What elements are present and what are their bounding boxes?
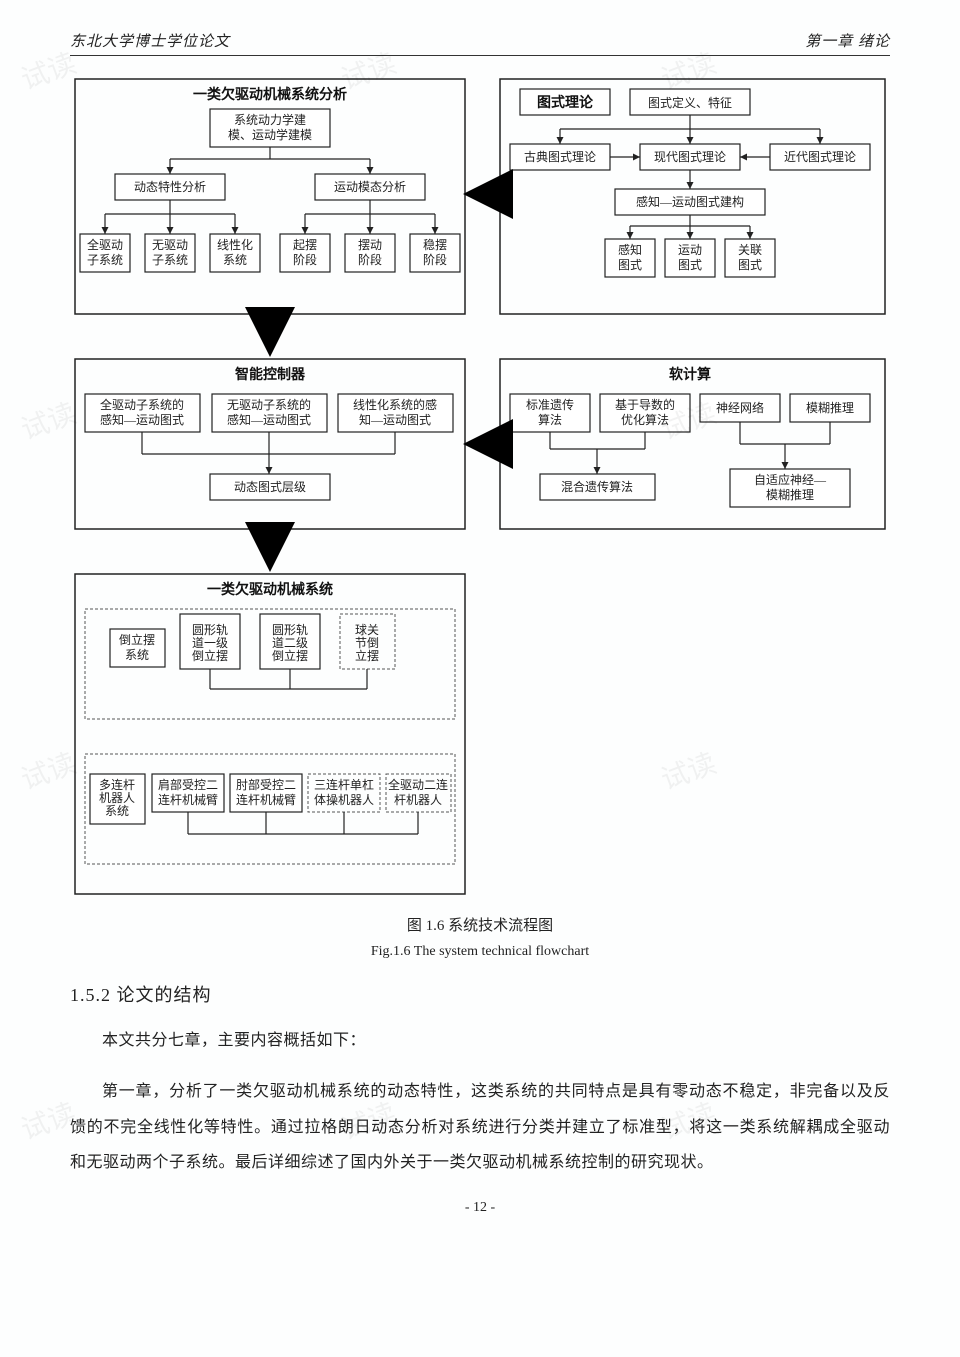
svg-text:子系统: 子系统 — [87, 253, 123, 267]
header-left: 东北大学博士学位论文 — [70, 30, 230, 51]
svg-text:自适应神经—: 自适应神经— — [754, 472, 827, 487]
g1-leaves: 全驱动 子系统 无驱动 子系统 线性化 系统 起摆 阶段 摆动 阶段 稳摆 阶段 — [80, 234, 460, 272]
svg-text:子系统: 子系统 — [152, 253, 188, 267]
caption-en: Fig.1.6 The system technical flowchart — [70, 940, 890, 964]
caption-zh: 图 1.6 系统技术流程图 — [70, 914, 890, 940]
svg-text:算法: 算法 — [538, 412, 562, 427]
svg-text:系统动力学建: 系统动力学建 — [234, 112, 306, 127]
svg-text:肘部受控二: 肘部受控二 — [236, 777, 296, 792]
svg-text:基于导数的: 基于导数的 — [615, 397, 675, 412]
svg-text:阶段: 阶段 — [423, 252, 447, 267]
svg-text:现代图式理论: 现代图式理论 — [654, 150, 726, 164]
svg-text:倒立摆: 倒立摆 — [119, 632, 155, 647]
svg-text:一类欠驱动机械系统: 一类欠驱动机械系统 — [207, 581, 333, 598]
svg-text:杆机器人: 杆机器人 — [394, 793, 442, 807]
svg-text:全驱动: 全驱动 — [87, 237, 123, 252]
svg-text:体操机器人: 体操机器人 — [314, 792, 374, 807]
svg-text:智能控制器: 智能控制器 — [234, 366, 306, 383]
svg-text:动态图式层级: 动态图式层级 — [234, 480, 306, 494]
svg-text:道二级: 道二级 — [272, 636, 308, 650]
svg-text:节倒: 节倒 — [355, 636, 379, 650]
svg-text:知—运动图式: 知—运动图式 — [359, 413, 431, 427]
svg-text:全驱动子系统的: 全驱动子系统的 — [100, 397, 184, 412]
svg-text:三连杆单杠: 三连杆单杠 — [314, 777, 374, 792]
g1-title: 一类欠驱动机械系统分析 — [193, 86, 347, 103]
svg-text:图式: 图式 — [618, 258, 642, 272]
svg-text:倒立摆: 倒立摆 — [272, 648, 308, 663]
svg-text:软计算: 软计算 — [669, 366, 711, 383]
svg-text:全驱动二连: 全驱动二连 — [388, 777, 448, 792]
svg-text:倒立摆: 倒立摆 — [192, 648, 228, 663]
svg-text:图式: 图式 — [678, 258, 702, 272]
svg-text:肩部受控二: 肩部受控二 — [158, 777, 218, 792]
svg-text:图式: 图式 — [738, 258, 762, 272]
svg-text:稳摆: 稳摆 — [423, 237, 447, 252]
svg-text:模、运动学建模: 模、运动学建模 — [228, 127, 312, 142]
header-right: 第一章 绪论 — [805, 30, 890, 51]
svg-text:感知—运动图式: 感知—运动图式 — [227, 412, 311, 427]
svg-text:阶段: 阶段 — [358, 252, 382, 267]
svg-text:关联: 关联 — [738, 243, 762, 257]
svg-text:系统: 系统 — [125, 648, 149, 662]
svg-text:无驱动: 无驱动 — [152, 238, 188, 252]
svg-text:古典图式理论: 古典图式理论 — [524, 149, 596, 164]
figure-caption: 图 1.6 系统技术流程图 Fig.1.6 The system technic… — [70, 914, 890, 963]
svg-text:系统: 系统 — [105, 804, 129, 818]
svg-text:系统: 系统 — [223, 253, 247, 267]
page: 试读 试读 试读 试读 试读 试读 试读 试读 试读 试读 东北大学博士学位论文… — [0, 0, 960, 1256]
svg-text:机器人: 机器人 — [99, 791, 135, 805]
svg-text:连杆机械臂: 连杆机械臂 — [158, 792, 218, 807]
svg-text:感知: 感知 — [618, 242, 642, 257]
svg-text:动态特性分析: 动态特性分析 — [134, 179, 206, 194]
page-header: 东北大学博士学位论文 第一章 绪论 — [70, 30, 890, 56]
svg-text:图式定义、特征: 图式定义、特征 — [648, 95, 732, 110]
svg-text:无驱动子系统的: 无驱动子系统的 — [227, 397, 311, 412]
svg-text:模糊推理: 模糊推理 — [806, 400, 854, 415]
paragraph: 第一章，分析了一类欠驱动机械系统的动态特性，这类系统的共同特点是具有零动态不稳定… — [70, 1074, 890, 1180]
svg-text:立摆: 立摆 — [355, 648, 379, 663]
svg-text:运动模态分析: 运动模态分析 — [334, 180, 406, 194]
svg-text:混合遗传算法: 混合遗传算法 — [561, 479, 633, 494]
svg-text:起摆: 起摆 — [293, 238, 317, 252]
section-heading: 1.5.2 论文的结构 — [70, 981, 890, 1007]
page-number: - 12 - — [70, 1200, 890, 1216]
svg-text:神经网络: 神经网络 — [716, 400, 764, 415]
svg-text:图式理论: 图式理论 — [537, 94, 594, 111]
svg-text:线性化: 线性化 — [217, 238, 253, 252]
svg-text:感知—运动图式建构: 感知—运动图式建构 — [636, 194, 744, 209]
svg-text:模糊推理: 模糊推理 — [766, 487, 814, 502]
paragraph: 本文共分七章，主要内容概括如下： — [70, 1023, 890, 1058]
svg-text:近代图式理论: 近代图式理论 — [784, 150, 856, 164]
svg-text:感知—运动图式: 感知—运动图式 — [100, 412, 184, 427]
svg-text:多连杆: 多连杆 — [99, 777, 135, 792]
system-flowchart: 一类欠驱动机械系统分析 系统动力学建 模、运动学建模 动态特性分析 运动模态分析 — [70, 74, 890, 904]
svg-text:摆动: 摆动 — [358, 238, 382, 252]
svg-text:球关: 球关 — [355, 623, 379, 637]
svg-text:阶段: 阶段 — [293, 252, 317, 267]
svg-text:连杆机械臂: 连杆机械臂 — [236, 792, 296, 807]
svg-text:运动: 运动 — [678, 243, 702, 257]
svg-text:标准遗传: 标准遗传 — [526, 397, 574, 412]
svg-text:优化算法: 优化算法 — [621, 412, 669, 427]
svg-text:圆形轨: 圆形轨 — [272, 623, 308, 637]
svg-text:线性化系统的感: 线性化系统的感 — [353, 397, 437, 412]
svg-text:道一级: 道一级 — [192, 636, 228, 650]
svg-text:圆形轨: 圆形轨 — [192, 623, 228, 637]
